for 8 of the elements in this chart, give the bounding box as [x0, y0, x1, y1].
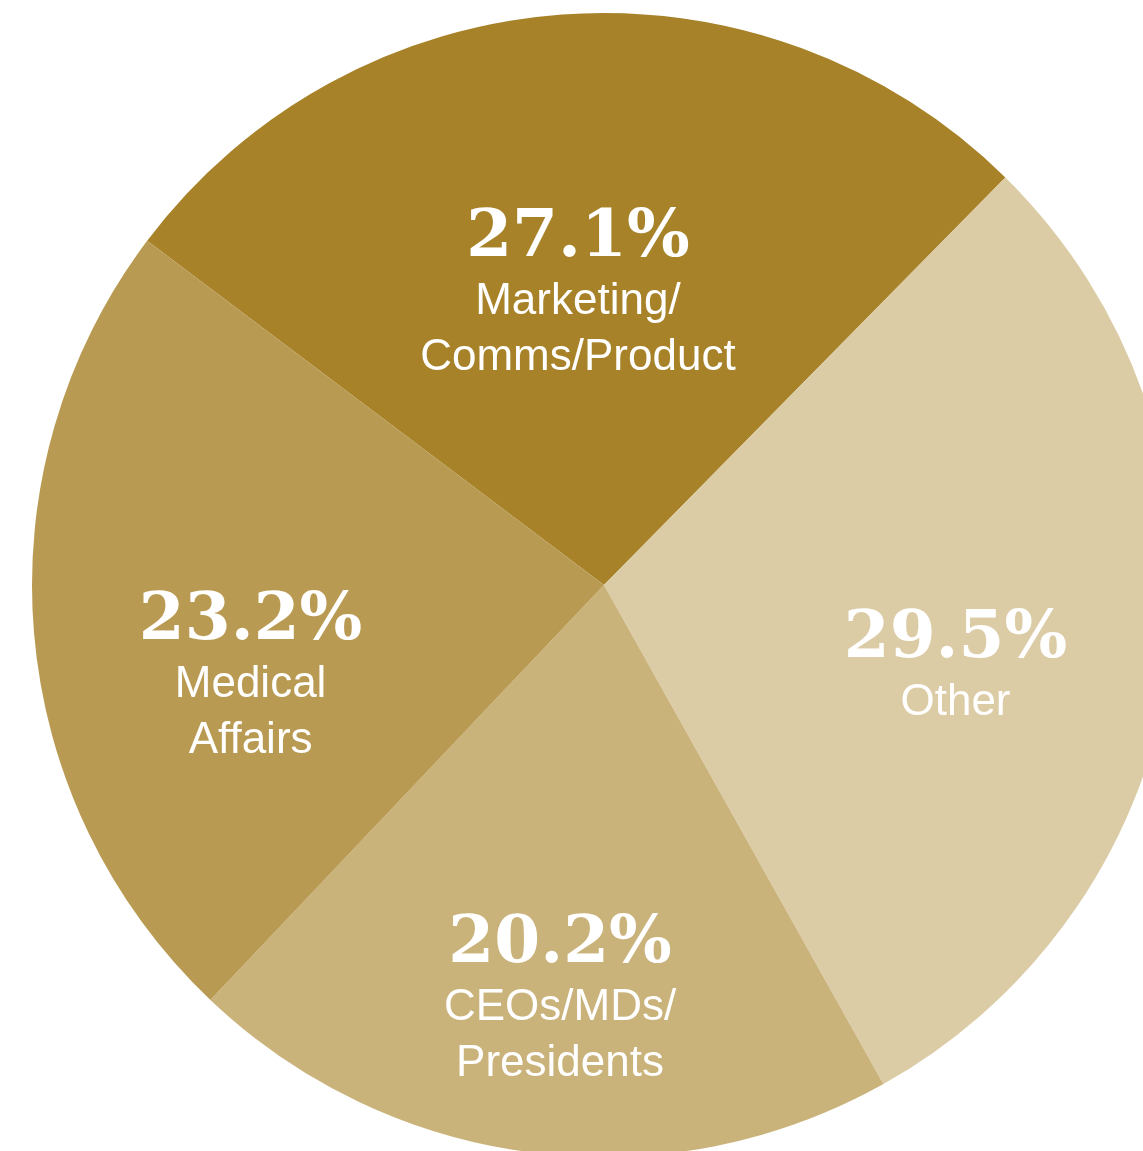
data-label: 29.5% — [843, 595, 1068, 674]
slice-label: Other — [900, 675, 1011, 725]
slice-label: Marketing/ Comms/Product — [420, 274, 736, 380]
slice-label: Medical Affairs — [174, 657, 327, 763]
data-label: 20.2% — [448, 899, 672, 978]
data-label: 23.2% — [138, 577, 363, 656]
data-label: 27.1% — [466, 194, 690, 273]
slice-label: CEOs/MDs/ Presidents — [443, 979, 677, 1085]
